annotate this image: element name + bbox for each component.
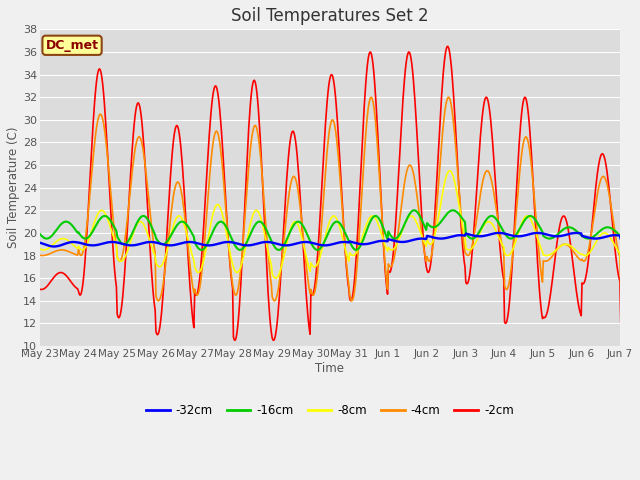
-32cm [495, 230, 503, 236]
-32cm [109, 239, 117, 245]
Title: Soil Temperatures Set 2: Soil Temperatures Set 2 [231, 7, 429, 25]
X-axis label: Time: Time [316, 361, 344, 374]
-8cm [271, 275, 279, 281]
-2cm [254, 97, 262, 103]
-2cm [277, 269, 285, 275]
-4cm [367, 95, 375, 100]
-8cm [253, 207, 260, 213]
-16cm [276, 247, 284, 252]
-4cm [223, 222, 231, 228]
Line: -2cm: -2cm [40, 47, 640, 340]
-16cm [253, 220, 260, 226]
-4cm [415, 209, 423, 215]
Text: DC_met: DC_met [45, 39, 99, 52]
-16cm [222, 224, 230, 229]
-16cm [352, 247, 360, 253]
-4cm [109, 208, 116, 214]
-32cm [36, 240, 44, 246]
-8cm [222, 229, 230, 235]
Line: -32cm: -32cm [40, 233, 640, 247]
-2cm [222, 204, 230, 210]
Y-axis label: Soil Temperature (C): Soil Temperature (C) [7, 127, 20, 249]
-16cm [36, 231, 44, 237]
-32cm [254, 240, 262, 246]
-32cm [277, 242, 285, 248]
-32cm [223, 239, 231, 245]
-8cm [450, 175, 458, 181]
-16cm [450, 207, 458, 213]
-4cm [154, 298, 162, 304]
-8cm [277, 265, 285, 271]
-8cm [109, 231, 116, 237]
-4cm [277, 265, 285, 271]
-2cm [414, 153, 422, 158]
-8cm [414, 223, 422, 229]
-2cm [109, 236, 116, 242]
-16cm [415, 212, 423, 217]
-4cm [450, 122, 458, 128]
-4cm [36, 252, 44, 258]
-8cm [36, 246, 44, 252]
-2cm [36, 286, 44, 292]
Legend: -32cm, -16cm, -8cm, -4cm, -2cm: -32cm, -16cm, -8cm, -4cm, -2cm [141, 399, 518, 422]
-2cm [450, 95, 458, 101]
-2cm [444, 44, 451, 49]
Line: -4cm: -4cm [40, 97, 640, 301]
-2cm [231, 337, 239, 343]
-32cm [51, 244, 58, 250]
-32cm [414, 236, 422, 242]
Line: -16cm: -16cm [40, 210, 640, 250]
-32cm [449, 233, 457, 239]
-4cm [254, 130, 262, 135]
Line: -8cm: -8cm [40, 171, 640, 278]
-16cm [109, 221, 116, 227]
-16cm [410, 207, 418, 213]
-8cm [446, 168, 454, 174]
